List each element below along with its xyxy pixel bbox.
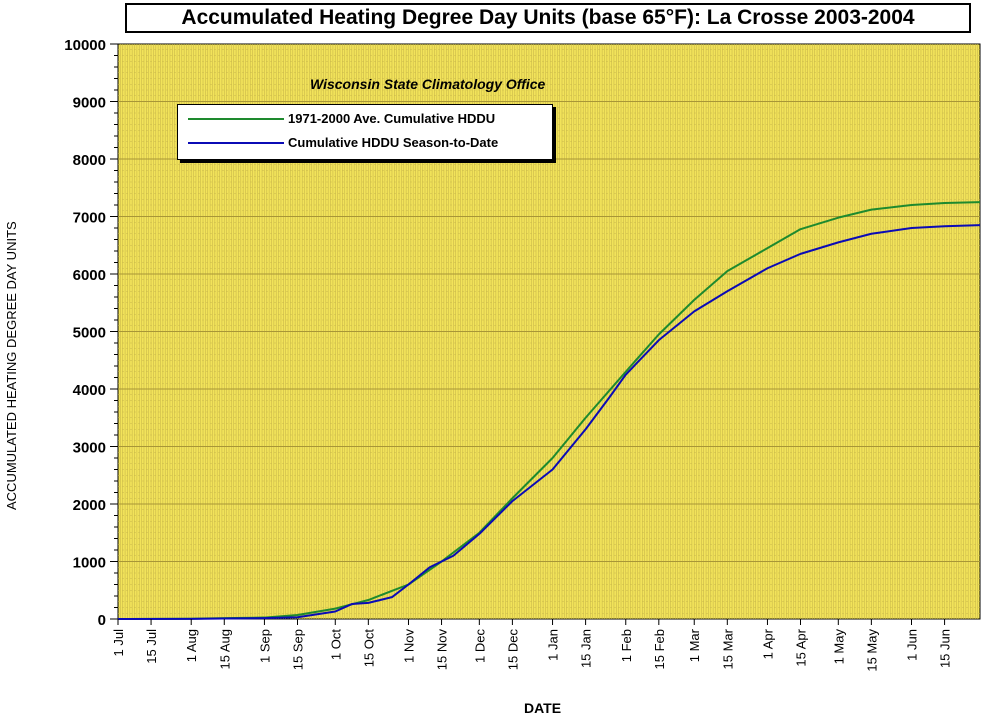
x-tick-label: 1 Mar (687, 628, 702, 662)
x-tick-label: 1 Sep (257, 629, 272, 663)
legend-item-average: 1971-2000 Ave. Cumulative HDDU (178, 109, 552, 129)
y-axis-label: ACCUMULATED HEATING DEGREE DAY UNITS (4, 221, 19, 510)
x-tick-label: 1 Jan (546, 629, 561, 661)
y-tick-label: 0 (98, 612, 106, 629)
y-tick-label: 2000 (73, 497, 106, 514)
y-axis-label-wrap: ACCUMULATED HEATING DEGREE DAY UNITS (2, 221, 22, 510)
y-tick-label: 3000 (73, 440, 106, 457)
legend-label-season: Cumulative HDDU Season-to-Date (288, 135, 499, 150)
legend-label-average: 1971-2000 Ave. Cumulative HDDU (288, 111, 496, 126)
series-lines (117, 201, 981, 620)
y-tick-label: 10000 (64, 37, 106, 54)
y-tick-label: 8000 (73, 152, 106, 169)
x-tick-label: 1 Oct (328, 629, 343, 660)
x-tick-label: 15 Jul (144, 629, 159, 664)
x-tick-label: 1 Apr (760, 628, 775, 659)
x-tick-label: 15 May (864, 629, 879, 672)
x-tick-label: 1 Jul (111, 629, 126, 657)
legend: 1971-2000 Ave. Cumulative HDDU Cumulativ… (177, 104, 553, 160)
x-tick-label: 1 Dec (472, 629, 487, 663)
x-tick-label: 15 Mar (720, 628, 735, 669)
y-tick-label: 7000 (73, 210, 106, 227)
series-line-season (117, 224, 981, 620)
x-axis-label: DATE (524, 700, 562, 716)
x-tick-label: 15 Dec (505, 629, 520, 671)
y-tick-label: 1000 (73, 555, 106, 572)
x-tick-label: 15 Nov (435, 629, 450, 671)
x-tick-label: 15 Aug (217, 629, 232, 670)
chart-title: Accumulated Heating Degree Day Units (ba… (125, 3, 971, 33)
x-tick-label: 15 Jun (938, 629, 953, 668)
y-tick-label: 4000 (73, 382, 106, 399)
x-tick-label: 15 Jan (579, 629, 594, 668)
x-tick-label: 15 Oct (361, 629, 376, 668)
x-tick-label: 1 May (831, 629, 846, 665)
y-tick-label: 6000 (73, 267, 106, 284)
y-tick-label: 5000 (73, 325, 106, 342)
x-tick-label: 1 Feb (619, 629, 634, 662)
chart-subtitle: Wisconsin State Climatology Office (310, 76, 546, 92)
x-tick-label: 1 Aug (184, 629, 199, 662)
legend-swatch-season (188, 142, 284, 144)
x-tick-label: 1 Nov (401, 629, 416, 663)
x-tick-label: 15 Feb (652, 629, 667, 669)
x-tick-label: 15 Sep (290, 629, 305, 670)
legend-swatch-average (188, 118, 284, 120)
x-tick-label: 1 Jun (905, 629, 920, 661)
legend-item-season: Cumulative HDDU Season-to-Date (178, 133, 552, 153)
x-tick-label: 15 Apr (794, 628, 809, 666)
axes: 0 1000 2000 3000 4000 5000 6000 7000 8000 9000 100… (64, 37, 952, 672)
series-line-average (117, 201, 981, 620)
y-tick-label: 9000 (73, 95, 106, 112)
